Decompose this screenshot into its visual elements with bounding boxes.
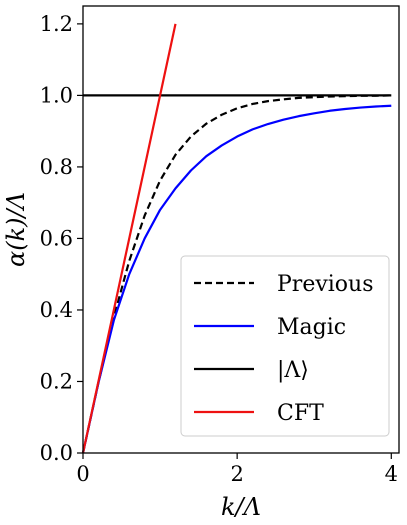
y-axis-label: α(k)/Λ	[2, 192, 30, 267]
x-axis-label: k/Λ	[221, 493, 261, 521]
y-tick-label: 0.8	[40, 155, 73, 179]
axis-ticks: 0 2 4 0.0 0.2 0.4 0.6 0.8 1.0 1.2	[40, 12, 398, 486]
series-line-1	[81, 104, 392, 454]
y-tick-label: 0.4	[40, 298, 73, 322]
plot-frame	[82, 5, 400, 454]
series-line-3	[81, 23, 177, 454]
x-tick-label: 4	[385, 462, 398, 486]
y-tick-label: 0.2	[40, 369, 73, 393]
legend-box	[180, 255, 390, 437]
y-tick-label: 1.2	[40, 12, 73, 36]
plot-lines	[81, 23, 392, 454]
legend: Previous Magic |Λ⟩ CFT	[180, 255, 390, 437]
legend-label: Previous	[277, 272, 374, 297]
legend-label: |Λ⟩	[277, 358, 309, 383]
legend-label: Magic	[277, 315, 346, 340]
y-tick-label: 0.6	[40, 226, 73, 250]
x-tick-label: 0	[76, 462, 89, 486]
legend-label: CFT	[277, 401, 324, 426]
y-tick-label: 1.0	[40, 83, 73, 107]
y-tick-label: 0.0	[40, 441, 73, 465]
x-tick-label: 2	[230, 462, 243, 486]
